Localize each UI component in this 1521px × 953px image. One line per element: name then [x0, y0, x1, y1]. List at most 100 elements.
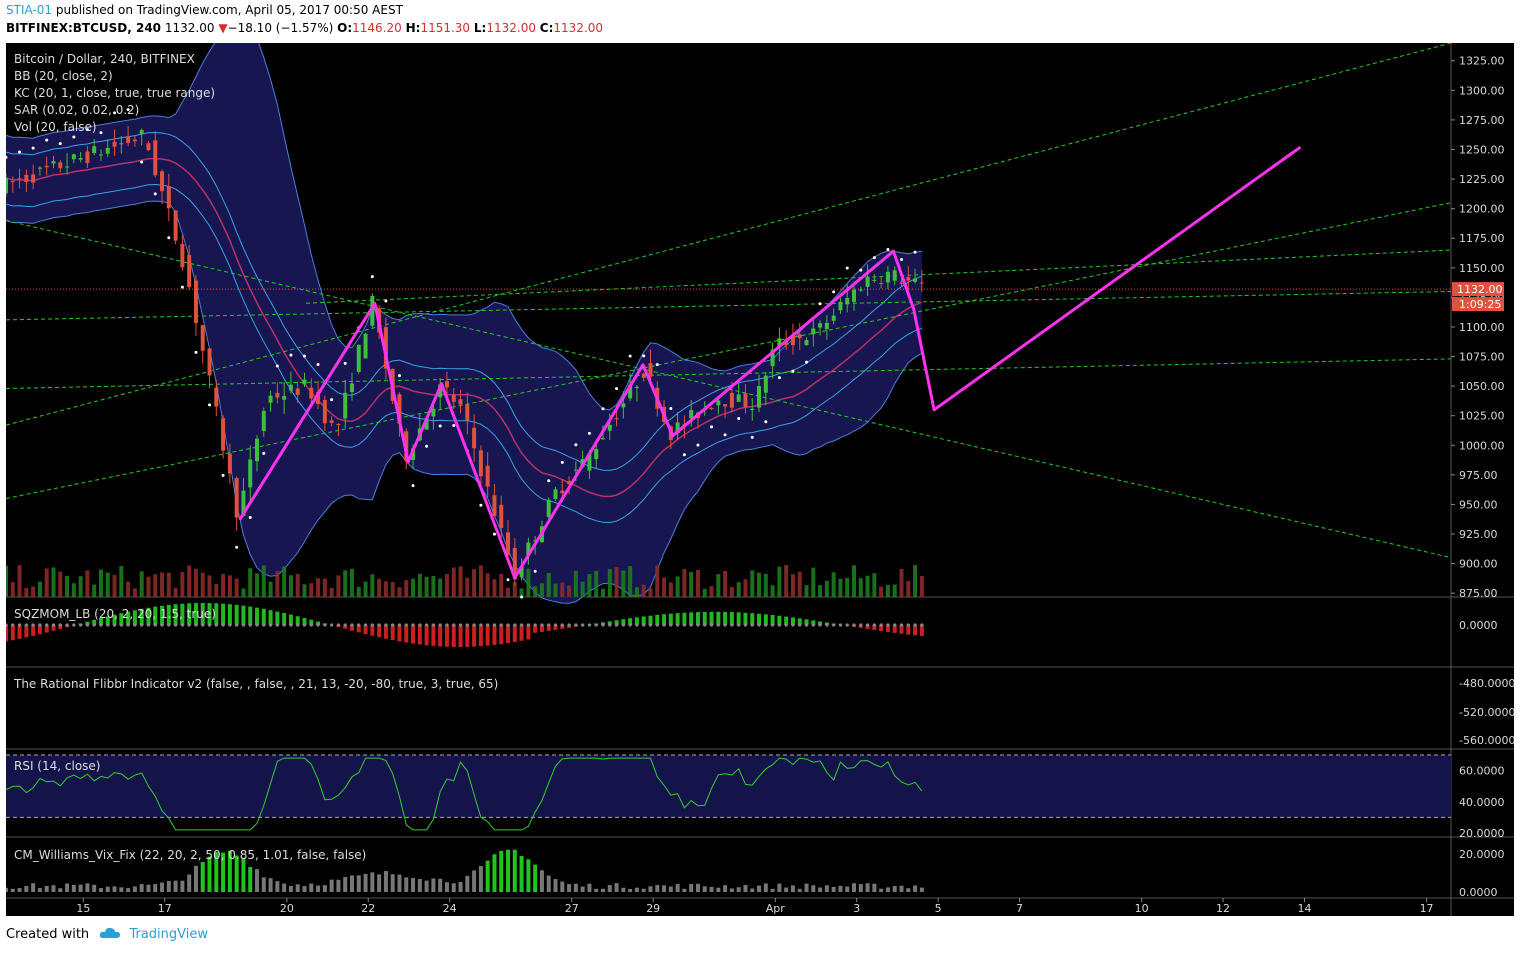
squeeze-dot [418, 623, 422, 627]
squeeze-dot [79, 623, 83, 627]
squeeze-dot [893, 623, 897, 627]
vix-bar [370, 872, 375, 892]
vix-bar [404, 877, 409, 892]
chart-svg[interactable]: 1325.00 1300.00 1275.00 1250.00 1225.00 1200.… [6, 43, 1514, 916]
candle-body [614, 418, 619, 420]
squeeze-bar [424, 625, 429, 646]
candle-body [512, 547, 517, 580]
candle-body [831, 315, 836, 321]
chart-area[interactable]: 1325.00 1300.00 1275.00 1250.00 1225.00 1200.… [6, 43, 1514, 916]
squeeze-dot [886, 623, 890, 627]
sar-dot [31, 146, 35, 150]
squeeze-bar [539, 625, 544, 632]
volume-bar [614, 567, 619, 597]
vol-legend[interactable]: Vol (20, false) [14, 120, 97, 134]
squeeze-dot [601, 623, 605, 627]
volume-bar [248, 568, 253, 597]
volume-bar [6, 565, 8, 597]
squeeze-dot [872, 623, 876, 627]
keltner-upper-line [6, 131, 922, 471]
volume-bar [797, 571, 802, 597]
bb-legend[interactable]: BB (20, close, 2) [14, 69, 113, 83]
flibbr-legend[interactable]: The Rational Flibbr Indicator v2 (false,… [14, 677, 499, 691]
sar-dot [411, 484, 415, 488]
vix-bar [675, 883, 680, 892]
sar-dot [153, 192, 157, 196]
time-tick-label: 3 [853, 902, 860, 915]
candle-body [187, 254, 192, 288]
vix-bar [865, 883, 870, 892]
candle-body [478, 450, 483, 477]
volume-bar [913, 565, 918, 597]
kc-legend[interactable]: KC (20, 1, close, true, true range) [14, 86, 216, 100]
rsi-tick-label: 40.0000 [1459, 796, 1505, 809]
sar-dot [72, 135, 76, 139]
author-link[interactable]: STIA-01 [6, 3, 53, 17]
vix-bar [872, 883, 877, 892]
sar-dot [899, 257, 903, 261]
sar-dot [289, 353, 293, 357]
sar-dot [615, 387, 619, 391]
vix-bar [539, 870, 544, 892]
last-price-label: 1132.00 [1457, 283, 1503, 296]
vix-bar [655, 884, 660, 892]
candle-body [729, 392, 734, 408]
candle-body [594, 449, 599, 460]
volume-bar [770, 585, 775, 597]
squeeze-dot [350, 623, 354, 627]
footer: Created with TradingView [6, 927, 208, 942]
squeeze-dot [614, 623, 619, 627]
vix-bar [10, 888, 15, 892]
squeeze-dot [791, 623, 795, 627]
candle-body [444, 381, 449, 388]
vix-bar [763, 883, 768, 892]
squeeze-dot [757, 623, 761, 627]
squeeze-dot [65, 623, 69, 627]
squeeze-bar [906, 625, 911, 635]
squeeze-dot [486, 623, 490, 627]
close-label: C: [539, 21, 554, 35]
volume-bar [438, 578, 443, 597]
squeeze-dot [72, 623, 76, 627]
tradingview-link[interactable]: TradingView [129, 927, 208, 942]
candle-body [885, 271, 890, 283]
candle-body [899, 282, 904, 284]
vix-bar [797, 888, 802, 892]
vix-bar [777, 883, 782, 892]
vix-bar [17, 888, 22, 892]
vix-bar [587, 883, 592, 892]
squeeze-bar [506, 625, 511, 644]
squeeze-dot [899, 623, 904, 627]
volume-bar [621, 570, 626, 597]
squeeze-dot [323, 623, 327, 627]
vix-bar [899, 885, 904, 892]
squeeze-dot [384, 623, 388, 627]
time-tick-label: 5 [935, 902, 942, 915]
volume-bar [92, 584, 97, 597]
squeeze-dot [642, 623, 646, 627]
tradingview-cloud-icon [100, 927, 121, 938]
vix-tick-label: 20.0000 [1459, 848, 1505, 861]
squeeze-bar [139, 608, 144, 625]
squeeze-dot [553, 623, 558, 627]
candle-body [207, 348, 212, 376]
sar-legend[interactable]: SAR (0.02, 0.02, 0.2) [14, 103, 140, 117]
time-tick-label: 29 [646, 902, 660, 915]
rsi-legend[interactable]: RSI (14, close) [14, 759, 101, 773]
sqz-legend[interactable]: SQZMOM_LB (20, 2, 20, 1.5, true) [14, 607, 216, 621]
volume-bar [533, 586, 538, 597]
squeeze-dot [302, 623, 307, 627]
sar-dot [710, 425, 714, 429]
squeeze-dot [567, 623, 571, 627]
vix-bar [567, 884, 572, 892]
squeeze-bar [397, 625, 402, 642]
squeeze-dot [906, 623, 910, 627]
volume-bar [193, 568, 198, 597]
squeeze-bar [553, 625, 558, 630]
vix-legend[interactable]: CM_Williams_Vix_Fix (22, 20, 2, 50, 0.85… [14, 848, 367, 862]
sar-dot [180, 285, 184, 289]
vix-bar [682, 888, 687, 892]
squeeze-bar [173, 604, 178, 625]
vix-bar [139, 884, 144, 892]
vix-bar [397, 874, 402, 892]
